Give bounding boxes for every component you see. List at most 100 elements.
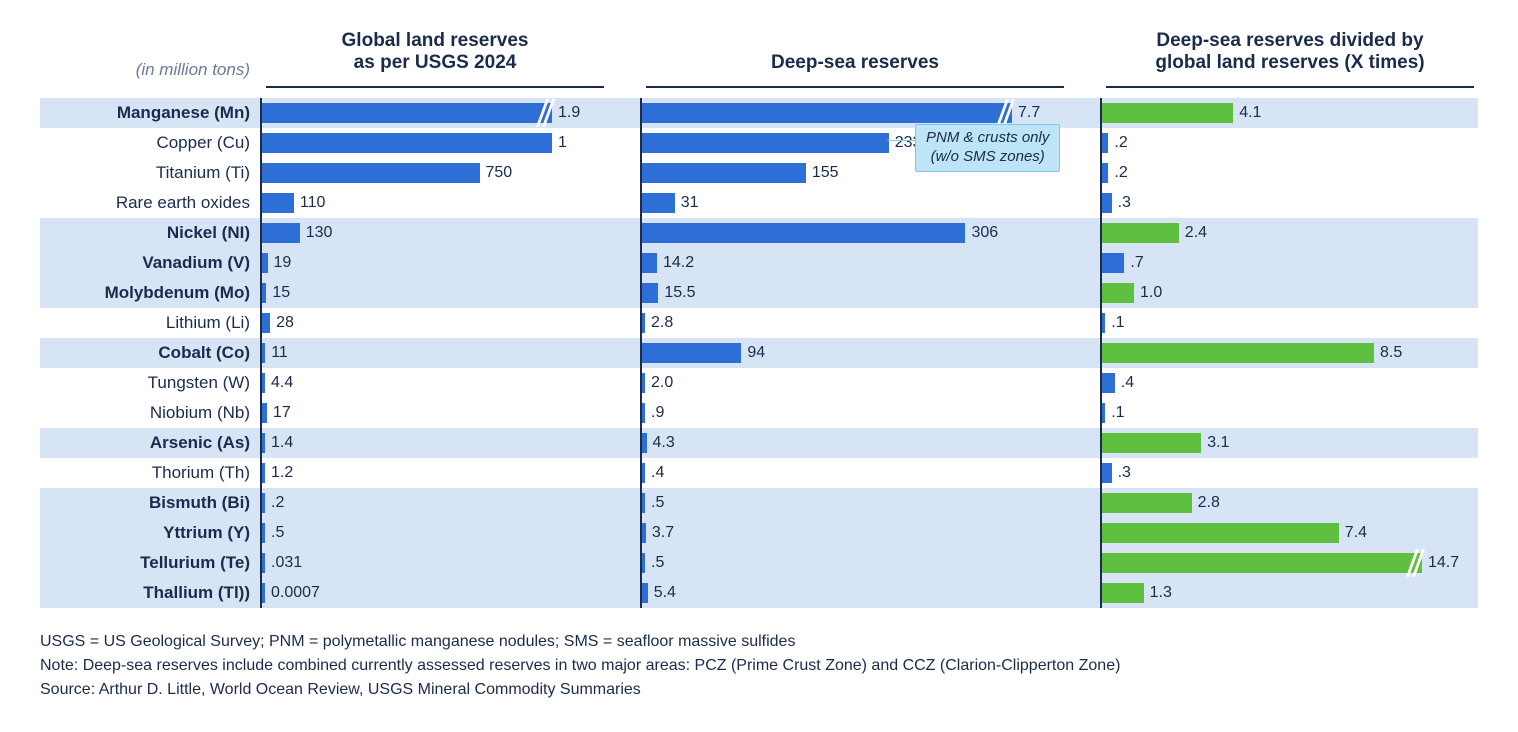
land-bar-cell: .5 <box>260 518 610 548</box>
sea-bar <box>642 283 658 303</box>
sea-bar <box>642 253 657 273</box>
sea-bar <box>642 373 645 393</box>
ratio-bar-value: 7.4 <box>1345 524 1367 542</box>
metal-label: Arsenic (As) <box>40 433 260 453</box>
land-bar-value: 4.4 <box>271 374 293 392</box>
land-bar <box>262 583 265 603</box>
sea-bar-cell: 14.2 <box>640 248 1070 278</box>
ratio-bar-value: 4.1 <box>1239 104 1261 122</box>
land-bar-value: 19 <box>274 254 292 272</box>
sea-bar-cell: .9 <box>640 398 1070 428</box>
land-bar-cell: 28 <box>260 308 610 338</box>
chart-row: Thallium (Tl))0.00075.41.3 <box>40 578 1478 608</box>
footnote-line: Note: Deep-sea reserves include combined… <box>40 654 1478 678</box>
ratio-bar-value: 3.1 <box>1207 434 1229 452</box>
chart-row: Molybdenum (Mo)1515.51.0 <box>40 278 1478 308</box>
ratio-bar-value: 8.5 <box>1380 344 1402 362</box>
metal-label: Niobium (Nb) <box>40 403 260 423</box>
metal-label: Vanadium (V) <box>40 253 260 273</box>
metal-label: Thallium (Tl)) <box>40 583 260 603</box>
ratio-bar <box>1102 223 1179 243</box>
metal-label: Tungsten (W) <box>40 373 260 393</box>
land-bar-value: 1.4 <box>271 434 293 452</box>
land-bar <box>262 403 267 423</box>
sea-bar-cell: 3.7 <box>640 518 1070 548</box>
sea-bar <box>642 193 675 213</box>
ratio-bar-value: 2.4 <box>1185 224 1207 242</box>
sea-bar-cell: .5 <box>640 488 1070 518</box>
metal-label: Tellurium (Te) <box>40 553 260 573</box>
land-bar-cell: 1.9 <box>260 98 610 128</box>
metal-label: Nickel (NI) <box>40 223 260 243</box>
land-bar-cell: .031 <box>260 548 610 578</box>
land-bar-cell: 110 <box>260 188 610 218</box>
sea-bar-value: .9 <box>651 404 664 422</box>
ratio-bar-value: 2.8 <box>1198 494 1220 512</box>
metal-label: Lithium (Li) <box>40 313 260 333</box>
ratio-bar-cell: 14.7 <box>1100 548 1480 578</box>
axis-break-icon <box>1409 549 1423 577</box>
sea-bar-value: 306 <box>971 224 998 242</box>
land-bar <box>262 133 552 153</box>
land-bar <box>262 493 265 513</box>
ratio-bar <box>1102 493 1192 513</box>
ratio-bar-value: .3 <box>1118 194 1131 212</box>
col-head-sea-text: Deep-sea reserves <box>771 52 939 73</box>
land-bar-cell: 1 <box>260 128 610 158</box>
ratio-bar <box>1102 103 1233 123</box>
ratio-bar <box>1102 433 1201 453</box>
land-bar <box>262 313 270 333</box>
land-bar-value: 1 <box>558 134 567 152</box>
sea-bar-cell: 4.3 <box>640 428 1070 458</box>
land-bar <box>262 283 266 303</box>
metal-label: Copper (Cu) <box>40 133 260 153</box>
chart-row: Copper (Cu)1233.4.2 <box>40 128 1478 158</box>
sea-bar <box>642 343 741 363</box>
ratio-bar <box>1102 193 1112 213</box>
chart-row: Niobium (Nb)17.9.1 <box>40 398 1478 428</box>
metal-label: Thorium (Th) <box>40 463 260 483</box>
land-bar-value: 110 <box>300 194 326 212</box>
axis-break-icon <box>999 99 1013 127</box>
sea-bar-value: 5.4 <box>654 584 676 602</box>
chart-row: Arsenic (As) 1.4 4.3 3.1 <box>40 428 1478 458</box>
ratio-bar-cell: .2 <box>1100 128 1480 158</box>
ratio-bar <box>1102 553 1422 573</box>
sea-bar <box>642 493 645 513</box>
land-bar-value: 1.9 <box>558 104 580 122</box>
units-label: (in million tons) <box>40 60 260 80</box>
land-bar-value: .031 <box>271 554 302 572</box>
ratio-bar <box>1102 373 1115 393</box>
land-bar-cell: .2 <box>260 488 610 518</box>
sea-bar <box>642 553 645 573</box>
sea-bar-value: 14.2 <box>663 254 694 272</box>
land-bar-value: .5 <box>271 524 284 542</box>
sea-bar <box>642 103 1012 123</box>
callout-leader <box>887 140 917 141</box>
ratio-bar-value: .1 <box>1111 314 1124 332</box>
chart-row: Rare earth oxides11031.3 <box>40 188 1478 218</box>
chart-row: Bismuth (Bi).2.52.8 <box>40 488 1478 518</box>
land-bar <box>262 553 265 573</box>
chart-row: Manganese (Mn)1.97.74.1 <box>40 98 1478 128</box>
land-bar-value: 17 <box>273 404 291 422</box>
header-rule <box>266 86 604 88</box>
sea-bar-value: 15.5 <box>664 284 695 302</box>
sea-bar <box>642 583 648 603</box>
sea-bar-value: .5 <box>651 494 664 512</box>
reserves-comparison-chart: (in million tons) Global land reservesas… <box>40 30 1478 702</box>
sea-bar-cell: .4 <box>640 458 1070 488</box>
ratio-bar-cell: .4 <box>1100 368 1480 398</box>
land-bar-cell: 19 <box>260 248 610 278</box>
chart-row: Tellurium (Te).031.514.7 <box>40 548 1478 578</box>
sea-bar <box>642 523 646 543</box>
sea-bar-value: 2.0 <box>651 374 673 392</box>
land-bar <box>262 163 480 183</box>
callout-note: PNM & crusts only(w/o SMS zones) <box>915 124 1060 172</box>
land-bar <box>262 103 552 123</box>
sea-bar-value: 155 <box>812 164 839 182</box>
land-bar <box>262 463 265 483</box>
land-bar-value: 0.0007 <box>271 584 320 602</box>
sea-bar-value: 3.7 <box>652 524 674 542</box>
ratio-bar <box>1102 253 1124 273</box>
